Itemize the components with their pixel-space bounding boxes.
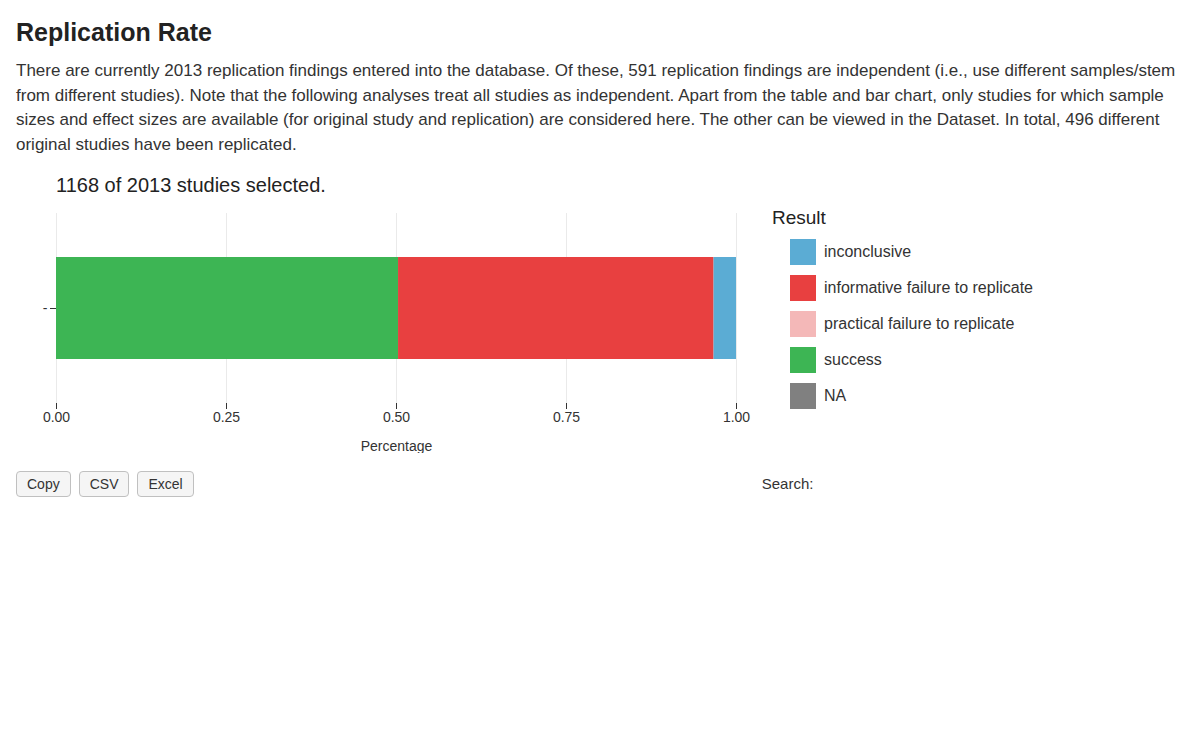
html-text:informative failure to replica: informative failure to replicate	[824, 278, 1033, 296]
html-text:Copy: Copy	[27, 475, 60, 492]
svg-text:1.00: 1.00	[723, 409, 750, 425]
html-text:There are currently 2013 repli: There are currently 2013 replication fin…	[16, 61, 1176, 154]
html-text:success: success	[824, 350, 882, 368]
svg-text:0.75: 0.75	[553, 409, 580, 425]
html-text:Search:: Search:	[761, 475, 814, 493]
html-text:inconclusive: inconclusive	[824, 242, 912, 260]
svg-text:-: -	[43, 300, 48, 316]
html-text:Excel: Excel	[148, 475, 183, 492]
html-text:practical failure to replicate: practical failure to replicate	[824, 314, 1015, 332]
svg-text:0.25: 0.25	[213, 409, 240, 425]
html-text:NA: NA	[824, 386, 847, 404]
html-text:Replication Rate: Replication Rate	[16, 18, 212, 46]
html-text:1168 of 2013 studies selected.: 1168 of 2013 studies selected.	[56, 173, 326, 196]
svg-text:0.00: 0.00	[43, 409, 70, 425]
svg-text:0.50: 0.50	[383, 409, 410, 425]
html-text:Result: Result	[772, 206, 826, 228]
svg-text:Percentage: Percentage	[361, 437, 433, 453]
html-text:CSV: CSV	[89, 475, 119, 492]
